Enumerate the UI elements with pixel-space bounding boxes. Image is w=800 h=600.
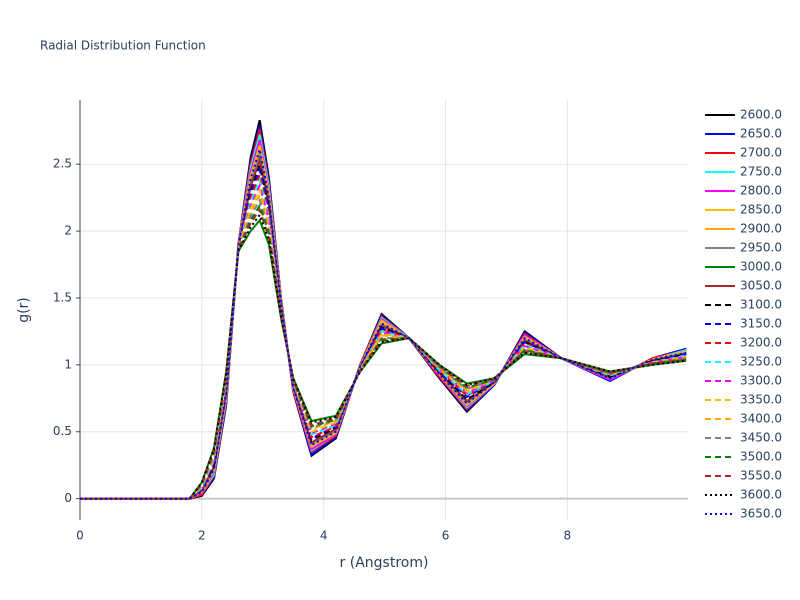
series-line — [80, 171, 687, 500]
x-tick-label: 8 — [564, 529, 572, 543]
series-line — [80, 166, 687, 500]
series-line — [80, 149, 687, 500]
legend-label: 3350.0 — [740, 393, 782, 407]
legend-label: 3100.0 — [740, 298, 782, 312]
y-tick-label: 2 — [64, 224, 72, 238]
legend-label: 3600.0 — [740, 488, 782, 502]
legend-label: 3400.0 — [740, 412, 782, 426]
x-tick-label: 6 — [442, 529, 450, 543]
series-line — [80, 119, 687, 500]
x-axis-title: r (Angstrom) — [340, 555, 429, 571]
legend-label: 3000.0 — [740, 260, 782, 274]
legend-label: 2850.0 — [740, 203, 782, 217]
legend-label: 2900.0 — [740, 222, 782, 236]
series-line — [80, 186, 687, 500]
x-tick-label: 4 — [320, 529, 328, 543]
legend-label: 3500.0 — [740, 450, 782, 464]
legend-label: 3200.0 — [740, 336, 782, 350]
series-line — [80, 192, 687, 500]
legend-label: 2950.0 — [740, 241, 782, 255]
legend-label: 2800.0 — [740, 184, 782, 198]
legend-label: 2600.0 — [740, 108, 782, 122]
series-line — [80, 177, 687, 500]
series-line — [80, 203, 687, 500]
x-tick-label: 2 — [198, 529, 206, 543]
y-tick-label: 1 — [64, 357, 72, 371]
legend-label: 3550.0 — [740, 469, 782, 483]
y-tick-label: 0 — [64, 491, 72, 505]
legend-label: 3650.0 — [740, 507, 782, 521]
series-line — [80, 197, 687, 500]
y-tick-label: 0.5 — [53, 424, 72, 438]
legend-label: 2750.0 — [740, 165, 782, 179]
y-tick-label: 1.5 — [53, 290, 72, 304]
series-line — [80, 212, 687, 500]
legend-label: 3150.0 — [740, 317, 782, 331]
series-line — [80, 139, 687, 500]
series-line — [80, 218, 687, 500]
series-line — [80, 125, 687, 500]
y-tick-label: 2.5 — [53, 157, 72, 171]
series-line — [80, 182, 687, 500]
legend-label: 2650.0 — [740, 127, 782, 141]
x-tick-label: 0 — [76, 529, 84, 543]
series-line — [80, 145, 687, 500]
legend-label: 3300.0 — [740, 374, 782, 388]
legend-label: 3250.0 — [740, 355, 782, 369]
legend-label: 3050.0 — [740, 279, 782, 293]
legend-label: 3450.0 — [740, 431, 782, 445]
legend-label: 2700.0 — [740, 146, 782, 160]
chart-title: Radial Distribution Function — [40, 39, 206, 53]
series-line — [80, 207, 687, 500]
y-axis-title: g(r) — [16, 297, 32, 323]
